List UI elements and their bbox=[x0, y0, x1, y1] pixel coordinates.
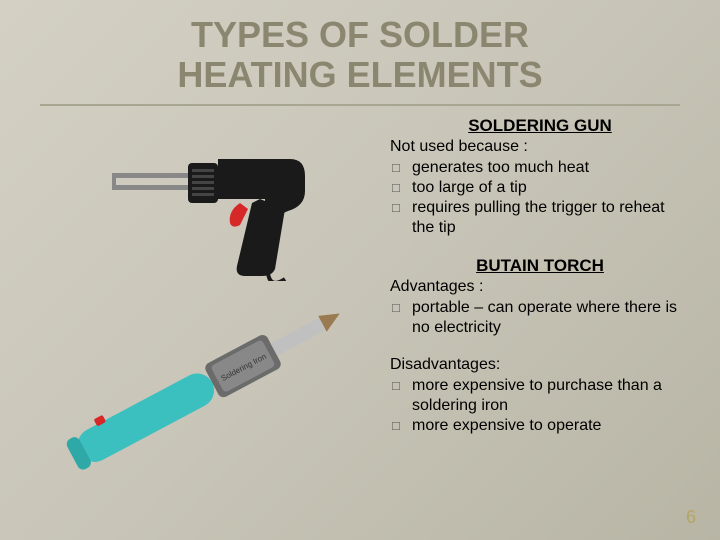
list-item: more expensive to operate bbox=[390, 416, 690, 436]
text-column: SOLDERING GUN Not used because : generat… bbox=[390, 111, 690, 454]
list-item: requires pulling the trigger to reheat t… bbox=[390, 198, 690, 238]
disadvantages-label: Disadvantages: bbox=[390, 356, 690, 374]
soldering-gun-icon bbox=[110, 121, 330, 281]
image-column: Soldering Iron bbox=[30, 111, 390, 454]
section1-intro: Not used because : bbox=[390, 138, 690, 156]
title-line-2: HEATING ELEMENTS bbox=[177, 54, 542, 95]
list-item: generates too much heat bbox=[390, 158, 690, 178]
list-item: portable – can operate where there is no… bbox=[390, 298, 690, 338]
disadvantages-bullets: more expensive to purchase than a solder… bbox=[390, 376, 690, 436]
section1-heading: SOLDERING GUN bbox=[390, 116, 690, 136]
butane-torch-icon: Soldering Iron bbox=[40, 291, 360, 471]
advantages-label: Advantages : bbox=[390, 278, 690, 296]
advantages-bullets: portable – can operate where there is no… bbox=[390, 298, 690, 338]
list-item: too large of a tip bbox=[390, 178, 690, 198]
list-item: more expensive to purchase than a solder… bbox=[390, 376, 690, 416]
content-area: Soldering Iron SOLDERING GUN Not used be… bbox=[0, 111, 720, 454]
section1-bullets: generates too much heat too large of a t… bbox=[390, 158, 690, 238]
title-underline bbox=[40, 104, 680, 106]
section2-heading: BUTAIN TORCH bbox=[390, 256, 690, 276]
page-number: 6 bbox=[686, 507, 696, 528]
title-line-1: TYPES OF SOLDER bbox=[191, 14, 529, 55]
slide-title: TYPES OF SOLDER HEATING ELEMENTS bbox=[0, 0, 720, 104]
